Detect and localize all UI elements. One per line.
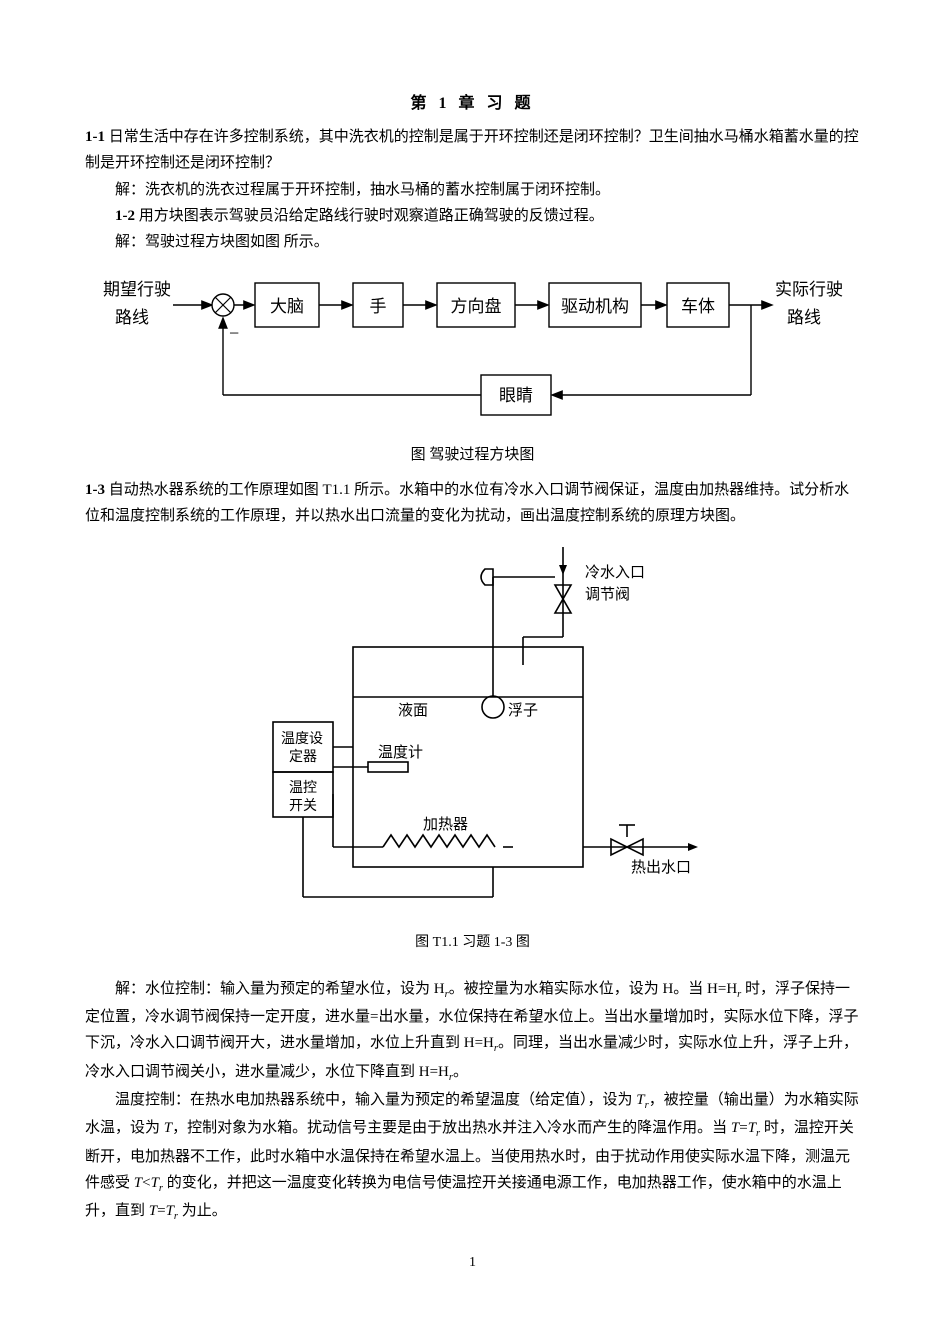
heater-label: 加热器: [423, 816, 468, 833]
tempset-label2: 定器: [289, 749, 317, 765]
ans-level-5: 。: [453, 1064, 468, 1080]
heater-diagram: 冷水入口 调节阀 液面 浮子 温度计 温度设 定器 温控 开关 加热器 热出水口: [233, 547, 713, 917]
q1-answer: 解：洗衣机的洗衣过程属于开环控制，抽水马桶的蓄水控制属于闭环控制。: [85, 177, 860, 203]
wheel-label: 方向盘: [450, 297, 501, 316]
output-label-bot: 路线: [787, 308, 821, 327]
drive-label: 驱动机构: [561, 297, 629, 316]
answer-temp: 温度控制：在热水电加热器系统中，输入量为预定的希望温度（给定值），设为 Tr，被…: [85, 1087, 860, 1227]
switch-label1: 温控: [289, 780, 317, 796]
ans-level-1: 解：水位控制：输入量为预定的希望水位，设为 H: [115, 981, 445, 997]
q1: 1-1 日常生活中存在许多控制系统，其中洗衣机的控制是属于开环控制还是闭环控制？…: [85, 124, 860, 177]
eyes-label: 眼睛: [499, 386, 533, 405]
body-label: 车体: [681, 297, 715, 316]
q2: 1-2 用方块图表示驾驶员沿给定路线行驶时观察道路正确驾驶的反馈过程。: [85, 203, 860, 229]
answer-level: 解：水位控制：输入量为预定的希望水位，设为 Hr。被控量为水箱实际水位，设为 H…: [85, 976, 860, 1087]
output-label-top: 实际行驶: [775, 280, 843, 299]
q3-text: 自动热水器系统的工作原理如图 T1.1 所示。水箱中的水位有冷水入口调节阀保证，…: [85, 482, 849, 524]
q1-text: 日常生活中存在许多控制系统，其中洗衣机的控制是属于开环控制还是闭环控制？卫生间抽…: [85, 129, 859, 171]
switch-label2: 开关: [289, 798, 317, 814]
ans-temp-6: 为止。: [178, 1203, 227, 1219]
hotout-label: 热出水口: [631, 859, 691, 876]
surface-label: 液面: [398, 702, 428, 719]
chapter-title: 第 1 章 习 题: [85, 90, 860, 118]
q2-answer: 解：驾驶过程方块图如图 所示。: [85, 229, 860, 255]
driving-block-diagram: 期望行驶 路线 − 大脑 手 方向盘 驱动机构 车体 实: [103, 265, 843, 440]
q3: 1-3 自动热水器系统的工作原理如图 T1.1 所示。水箱中的水位有冷水入口调节…: [85, 477, 860, 530]
minus-label: −: [229, 323, 239, 343]
block-diagram-caption: 图 驾驶过程方块图: [85, 442, 860, 468]
valve-label: 调节阀: [585, 586, 630, 603]
q3-label: 1-3: [85, 482, 105, 498]
q2-label: 1-2: [115, 208, 135, 224]
q1-label: 1-1: [85, 129, 105, 145]
q2-text: 用方块图表示驾驶员沿给定路线行驶时观察道路正确驾驶的反馈过程。: [135, 208, 604, 224]
page-number: 1: [85, 1251, 860, 1276]
hand-label: 手: [369, 297, 386, 316]
ans-temp-3: ，控制对象为水箱。扰动信号主要是由于放出热水并注入冷水而产生的降温作用。当: [172, 1120, 731, 1136]
input-label-bot: 路线: [115, 308, 149, 327]
cold-inlet-label: 冷水入口: [585, 564, 645, 581]
tempset-label1: 温度设: [281, 731, 323, 747]
ans-temp-1: 温度控制：在热水电加热器系统中，输入量为预定的希望温度（给定值），设为: [115, 1092, 636, 1108]
brain-label: 大脑: [270, 297, 304, 316]
heater-caption: 图 T1.1 习题 1-3 图: [85, 931, 860, 956]
float-label: 浮子: [508, 702, 538, 719]
ans-level-2: 。被控量为水箱实际水位，设为 H。当 H=H: [449, 981, 737, 997]
input-label-top: 期望行驶: [103, 280, 171, 299]
thermo-label: 温度计: [378, 744, 423, 761]
